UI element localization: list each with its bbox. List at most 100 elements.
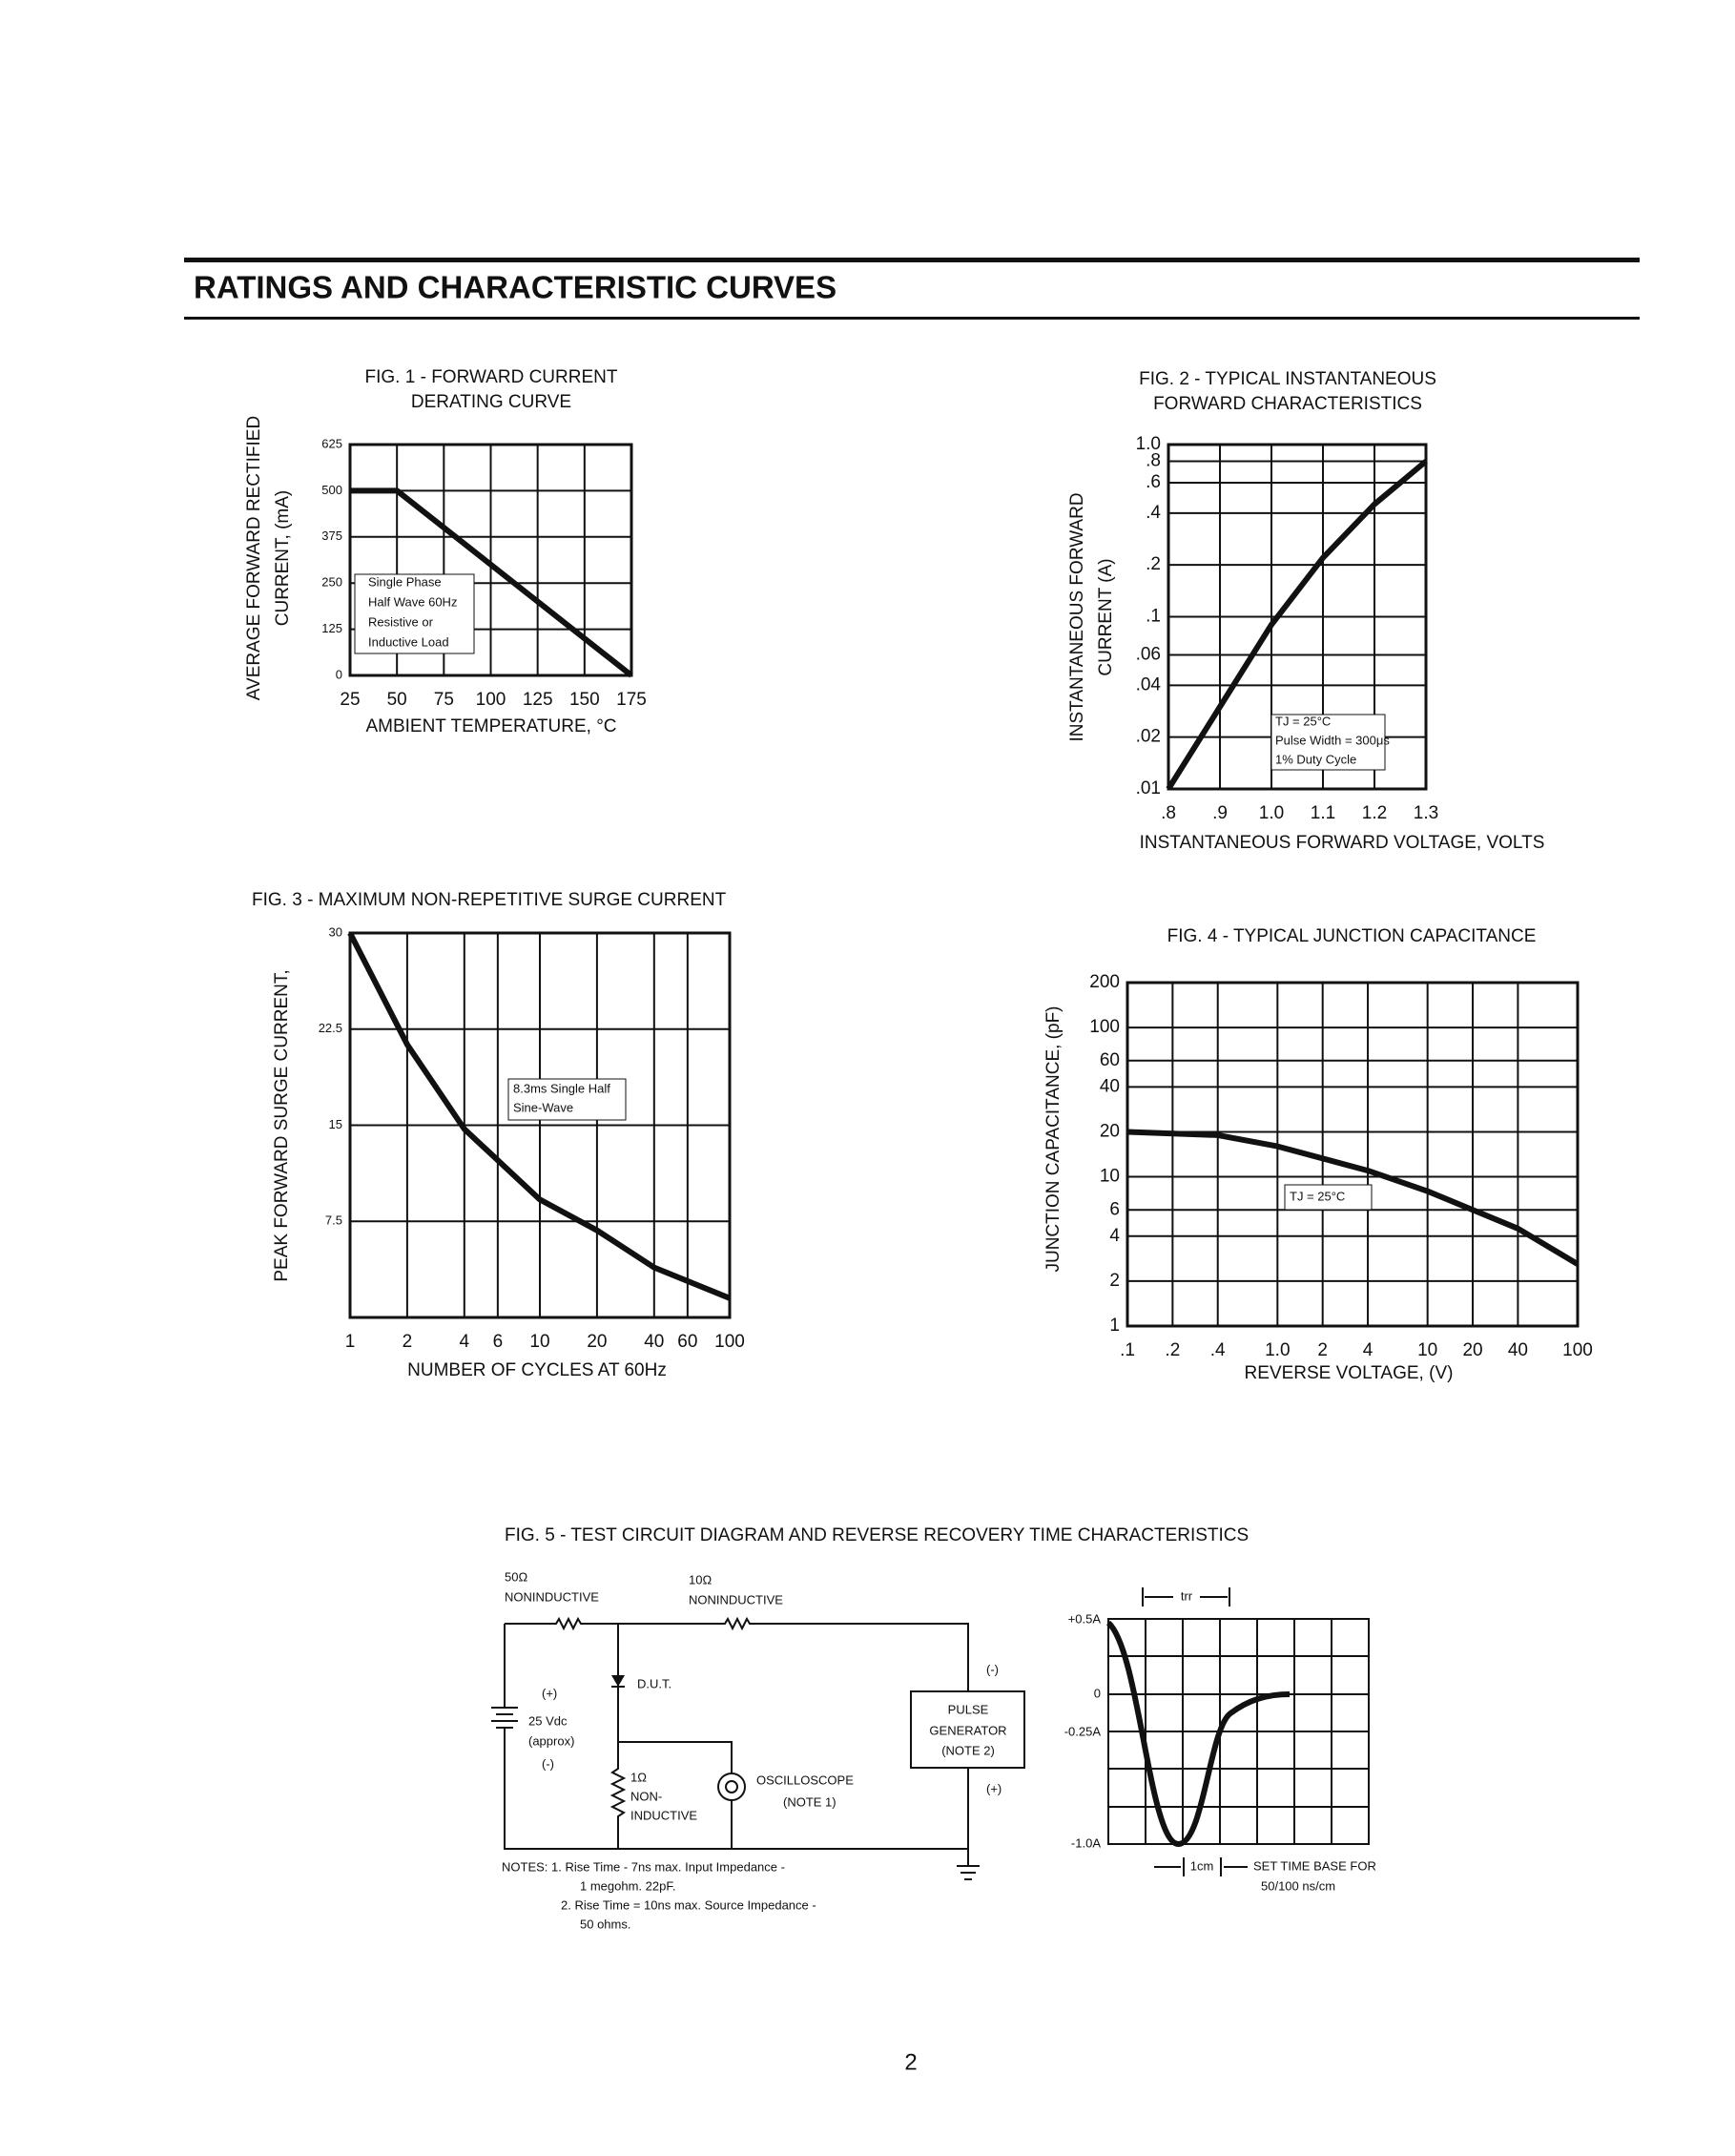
x-tick-label: 20	[587, 1332, 607, 1352]
x-tick-label: 4	[1363, 1340, 1374, 1360]
x-axis-label: NUMBER OF CYCLES AT 60Hz	[407, 1360, 667, 1380]
chart: FIG. 3 - MAXIMUM NON-REPETITIVE SURGE CU…	[252, 890, 745, 1380]
y-tick-label: 4	[1109, 1226, 1120, 1246]
dut-branch	[609, 1624, 733, 1849]
header-title: RATINGS AND CHARACTERISTIC CURVES	[194, 270, 837, 305]
annotation: Single Phase	[368, 574, 442, 589]
chart-title: FORWARD CHARACTERISTICS	[1153, 394, 1422, 414]
y-axis-label: INSTANTANEOUS FORWARD	[1067, 492, 1087, 741]
x-tick-label: 6	[493, 1332, 504, 1352]
note: 50 ohms.	[580, 1917, 630, 1931]
label: NONINDUCTIVE	[505, 1589, 599, 1604]
label: GENERATOR	[929, 1723, 1006, 1737]
note: 2. Rise Time = 10ns max. Source Impedanc…	[561, 1897, 816, 1912]
battery	[491, 1707, 518, 1729]
curve	[347, 931, 732, 1301]
x-tick-label: 100	[714, 1332, 745, 1352]
y-axis-label: CURRENT (A)	[1096, 558, 1116, 675]
y-tick-label: 0	[336, 667, 342, 681]
y-tick-label: .06	[1136, 645, 1161, 665]
ground	[957, 1849, 980, 1880]
y-tick-label: 100	[1089, 1017, 1120, 1037]
x-tick-label: 1.0	[1259, 803, 1284, 823]
annotation: Sine-Wave	[513, 1100, 573, 1114]
x-tick-label: 2	[403, 1332, 413, 1352]
y-tick-label: .4	[1146, 503, 1161, 523]
x-axis-label: INSTANTANEOUS FORWARD VOLTAGE, VOLTS	[1140, 833, 1545, 853]
x-tick-label: 1	[345, 1332, 356, 1352]
curve	[1126, 1129, 1580, 1267]
label: 1cm	[1190, 1858, 1214, 1873]
x-tick-label: 60	[677, 1332, 697, 1352]
label: (+)	[986, 1781, 1002, 1795]
chart-title: FIG. 1 - FORWARD CURRENT	[365, 367, 618, 387]
chart-title: DERATING CURVE	[411, 392, 571, 412]
cm-arrow	[1154, 1857, 1248, 1876]
label: (approx)	[528, 1733, 574, 1748]
y-tick-label: 1.0	[1136, 434, 1161, 454]
annotation: 8.3ms Single Half	[513, 1081, 610, 1095]
scope	[717, 1772, 746, 1801]
chart-title: FIG. 3 - MAXIMUM NON-REPETITIVE SURGE CU…	[252, 890, 727, 910]
x-tick-label: 100	[476, 690, 506, 710]
x-tick-label: .4	[1210, 1340, 1226, 1360]
x-tick-label: 1.3	[1414, 803, 1438, 823]
label: PULSE	[948, 1702, 989, 1716]
x-tick-label: 1.1	[1311, 803, 1335, 823]
x-tick-label: 100	[1562, 1340, 1593, 1360]
y-tick-label: 6	[1109, 1199, 1120, 1219]
label: SET TIME BASE FOR	[1253, 1858, 1376, 1873]
label: 0	[1094, 1686, 1101, 1700]
chart: FIG. 1 - FORWARD CURRENT DERATING CURVE AV…	[244, 367, 647, 736]
label: INDUCTIVE	[630, 1808, 697, 1822]
y-tick-label: 625	[321, 436, 342, 450]
x-tick-label: 75	[434, 690, 454, 710]
y-axis-label: JUNCTION CAPACITANCE, (pF)	[1043, 1005, 1064, 1272]
annotation: TJ = 25°C	[1290, 1189, 1345, 1203]
recovery-waveform	[1105, 1620, 1291, 1848]
label: OSCILLOSCOPE	[756, 1772, 854, 1787]
x-tick-label: 20	[1462, 1340, 1482, 1360]
label: (-)	[542, 1756, 554, 1771]
y-tick-label: 125	[321, 621, 342, 635]
wires	[504, 1616, 969, 1850]
fig5-title: FIG. 5 - TEST CIRCUIT DIAGRAM AND REVERS…	[505, 1525, 1249, 1545]
label: 50Ω	[505, 1569, 527, 1584]
x-axis-label: AMBIENT TEMPERATURE, °C	[365, 716, 616, 736]
y-tick-label: .01	[1136, 778, 1161, 798]
annotation: TJ = 25°C	[1275, 714, 1331, 728]
x-tick-label: 1.0	[1265, 1340, 1290, 1360]
chart-title: FIG. 4 - TYPICAL JUNCTION CAPACITANCE	[1167, 926, 1537, 946]
x-tick-label: 10	[529, 1332, 549, 1352]
label: (NOTE 1)	[783, 1794, 837, 1809]
y-tick-label: 250	[321, 575, 342, 590]
y-tick-label: 7.5	[325, 1213, 342, 1228]
x-tick-label: .2	[1165, 1340, 1180, 1360]
page-number: 2	[904, 2049, 917, 2075]
y-tick-label: 10	[1100, 1167, 1120, 1187]
x-tick-label: .9	[1212, 803, 1228, 823]
annotation-box	[1284, 1184, 1373, 1211]
x-tick-label: 2	[1317, 1340, 1328, 1360]
x-tick-label: 10	[1417, 1340, 1437, 1360]
chart: FIG. 4 - TYPICAL JUNCTION CAPACITANCE JUN…	[1043, 926, 1593, 1383]
x-tick-label: 40	[644, 1332, 664, 1352]
y-tick-label: 40	[1100, 1076, 1120, 1096]
x-tick-label: 175	[616, 690, 647, 710]
x-tick-label: 1.2	[1362, 803, 1387, 823]
annotation: Half Wave 60Hz	[368, 594, 457, 609]
annotation-box	[1270, 714, 1386, 771]
y-axis-label: PEAK FORWARD SURGE CURRENT,	[272, 969, 292, 1281]
plot-frame	[1126, 981, 1580, 1328]
label: D.U.T.	[637, 1676, 671, 1690]
y-axis-label: AVERAGE FORWARD RECTIFIED	[244, 416, 264, 700]
y-tick-label: .6	[1146, 472, 1161, 492]
note: 1 megohm. 22pF.	[580, 1878, 675, 1893]
curve	[1166, 459, 1428, 791]
x-tick-label: 25	[340, 690, 360, 710]
chart-title: FIG. 2 - TYPICAL INSTANTANEOUS	[1139, 369, 1436, 389]
annotation: Resistive or	[368, 614, 434, 629]
plot-frame	[348, 443, 633, 677]
x-tick-label: .8	[1161, 803, 1176, 823]
label: 50/100 ns/cm	[1261, 1878, 1335, 1893]
